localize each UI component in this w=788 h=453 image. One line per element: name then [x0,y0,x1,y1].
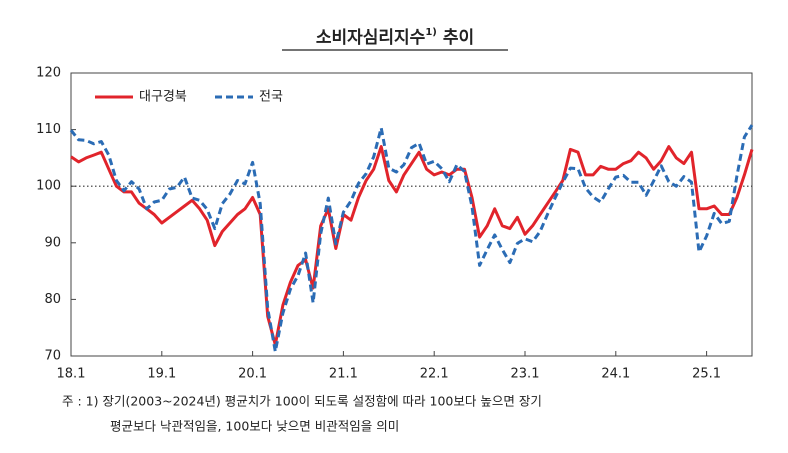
y-tick-label: 100 [36,179,61,194]
series-line [70,145,754,347]
series-line [69,124,754,353]
y-tick-label: 70 [44,349,61,364]
x-tick-label: 18.1 [57,367,86,382]
legend-label: 대구경북 [139,90,187,105]
title-text: 소비자심리지수 [316,28,426,48]
legend-label: 전국 [259,90,283,105]
footnote: 평균보다 낙관적임을, 100보다 낮으면 비관적임을 의미 [110,419,399,434]
y-tick-label: 90 [44,235,61,250]
plot-frame [70,72,753,357]
x-tick-label: 25.1 [692,367,721,382]
x-tick-label: 20.1 [238,367,267,382]
x-tick-label: 22.1 [420,367,449,382]
x-tick-label: 19.1 [147,367,176,382]
x-tick-label: 21.1 [329,367,358,382]
footnote: 주 : 1) 장기(2003~2024년) 평균치가 100이 되도록 설정함에… [62,394,542,409]
title-suffix: 추이 [443,28,474,48]
title-note: 1) [425,27,437,38]
y-tick-label: 120 [36,66,61,81]
x-tick-label: 24.1 [601,367,630,382]
chart-title: 소비자심리지수1) 추이 [316,27,474,48]
y-tick-label: 80 [44,292,61,307]
x-tick-label: 23.1 [511,367,540,382]
y-tick-label: 110 [36,122,61,137]
